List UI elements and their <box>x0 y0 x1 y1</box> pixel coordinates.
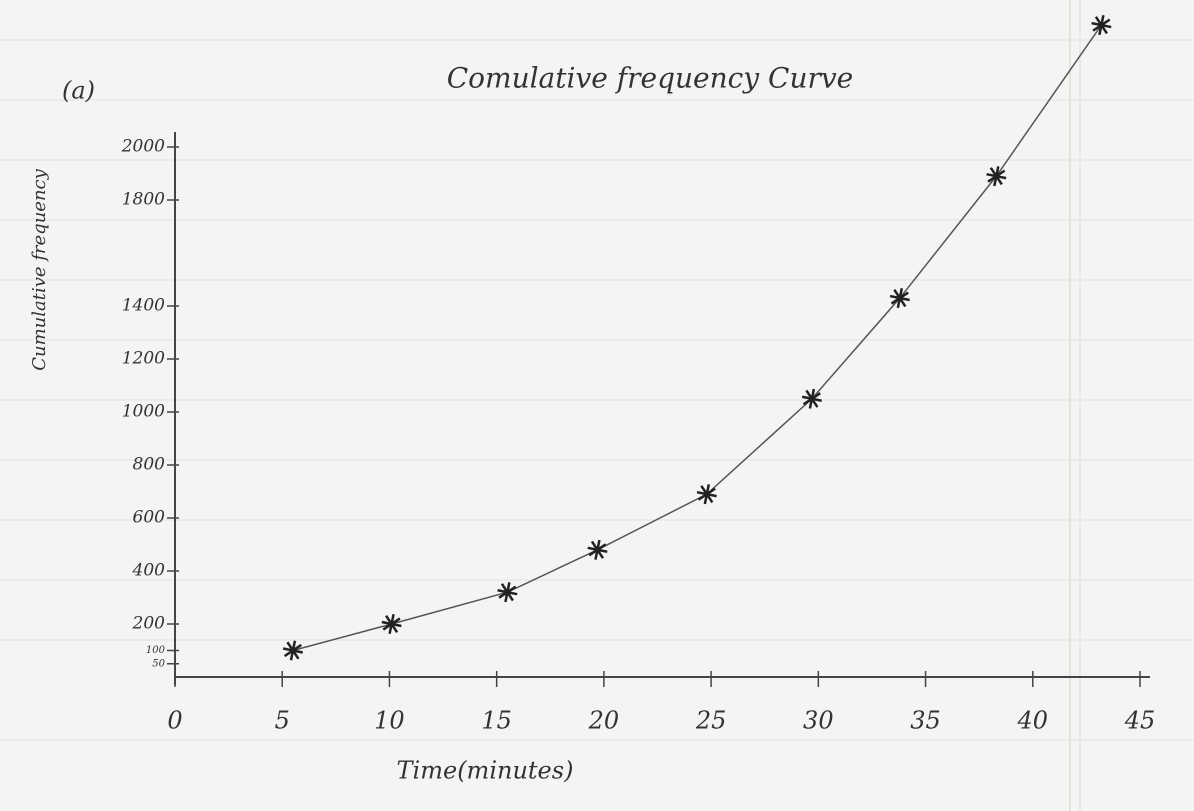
x-tick-label: 35 <box>910 707 941 735</box>
y-tick-label: 1400 <box>122 296 165 316</box>
y-tick-label: 1800 <box>122 190 165 210</box>
x-tick-label: 0 <box>167 707 182 735</box>
chart-title: Comulative frequency Curve <box>447 62 854 95</box>
y-tick-label: 50 <box>152 658 165 669</box>
chart: (a) Comulative frequency Curve Time(minu… <box>0 0 1194 811</box>
x-tick-label: 15 <box>481 707 512 735</box>
asterisk-marker <box>382 614 402 634</box>
x-axis-title: Time(minutes) <box>397 757 574 785</box>
y-tick-label: 800 <box>133 455 166 475</box>
asterisk-marker <box>588 540 608 560</box>
asterisk-marker <box>498 582 518 602</box>
x-tick-label: 45 <box>1124 707 1156 735</box>
paper-lines <box>0 0 1194 811</box>
x-tick-label: 10 <box>374 707 405 735</box>
x-tick-label: 25 <box>695 707 727 735</box>
x-tick-label: 30 <box>803 707 834 735</box>
y-tick-label: 600 <box>133 508 166 528</box>
y-tick-label: 1000 <box>122 402 165 422</box>
asterisk-marker <box>987 166 1007 186</box>
x-tick-label: 20 <box>588 707 620 735</box>
y-tick-label: 400 <box>132 561 166 581</box>
part-label: (a) <box>62 77 95 105</box>
x-tick-label: 5 <box>275 707 290 735</box>
curve <box>293 25 1101 650</box>
y-axis-title: Cumulative frequency <box>29 168 50 370</box>
y-tick-label: 200 <box>132 614 166 634</box>
y-tick-label: 100 <box>146 645 166 656</box>
asterisk-marker <box>1092 15 1112 35</box>
y-tick-label: 1200 <box>122 349 165 369</box>
y-tick-label: 2000 <box>121 137 165 157</box>
asterisk-marker <box>283 641 303 661</box>
x-tick-label: 40 <box>1017 707 1049 735</box>
